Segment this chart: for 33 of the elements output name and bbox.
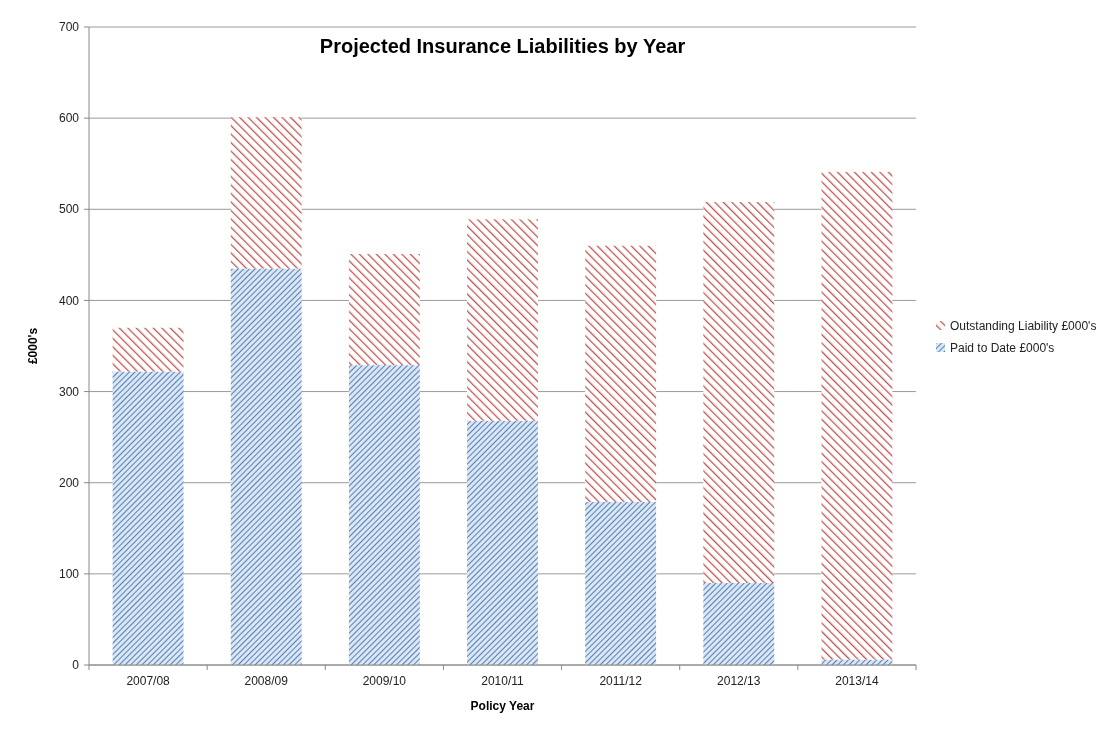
x-tick-label: 2013/14 bbox=[835, 674, 879, 688]
y-tick-label: 0 bbox=[72, 658, 80, 673]
y-tick-label: 500 bbox=[58, 202, 80, 217]
y-axis-title: £000's bbox=[26, 327, 40, 365]
bar bbox=[467, 219, 538, 421]
bar bbox=[703, 582, 775, 665]
bar bbox=[585, 245, 657, 502]
y-tick-label: 600 bbox=[58, 111, 80, 126]
bar bbox=[230, 268, 302, 665]
bar bbox=[230, 117, 302, 269]
x-tick-label: 2011/12 bbox=[599, 674, 643, 688]
chart-title: Projected Insurance Liabilities by Year bbox=[319, 35, 686, 57]
x-tick-label: 2009/10 bbox=[362, 674, 407, 688]
y-tick-label: 100 bbox=[58, 567, 80, 582]
x-axis-title: Policy Year bbox=[470, 699, 535, 713]
bar bbox=[112, 371, 184, 665]
y-tick-label: 300 bbox=[58, 384, 80, 399]
bar bbox=[585, 501, 657, 665]
legend-label: Outstanding Liability £000's bbox=[950, 319, 1097, 334]
x-tick-label: 2008/09 bbox=[244, 674, 289, 688]
bar bbox=[821, 171, 893, 660]
y-tick-label: 200 bbox=[58, 475, 80, 490]
bar bbox=[112, 327, 184, 372]
x-tick-label: 2012/13 bbox=[717, 674, 761, 688]
y-tick-label: 700 bbox=[58, 20, 80, 35]
bar bbox=[348, 253, 420, 366]
y-tick-label: 400 bbox=[58, 293, 80, 308]
x-tick-label: 2007/08 bbox=[126, 674, 171, 688]
legend-label: Paid to Date £000's bbox=[950, 341, 1055, 356]
bar bbox=[467, 420, 538, 665]
x-tick-label: 2010/11 bbox=[481, 674, 525, 688]
bar bbox=[348, 365, 420, 665]
bar bbox=[703, 201, 775, 583]
